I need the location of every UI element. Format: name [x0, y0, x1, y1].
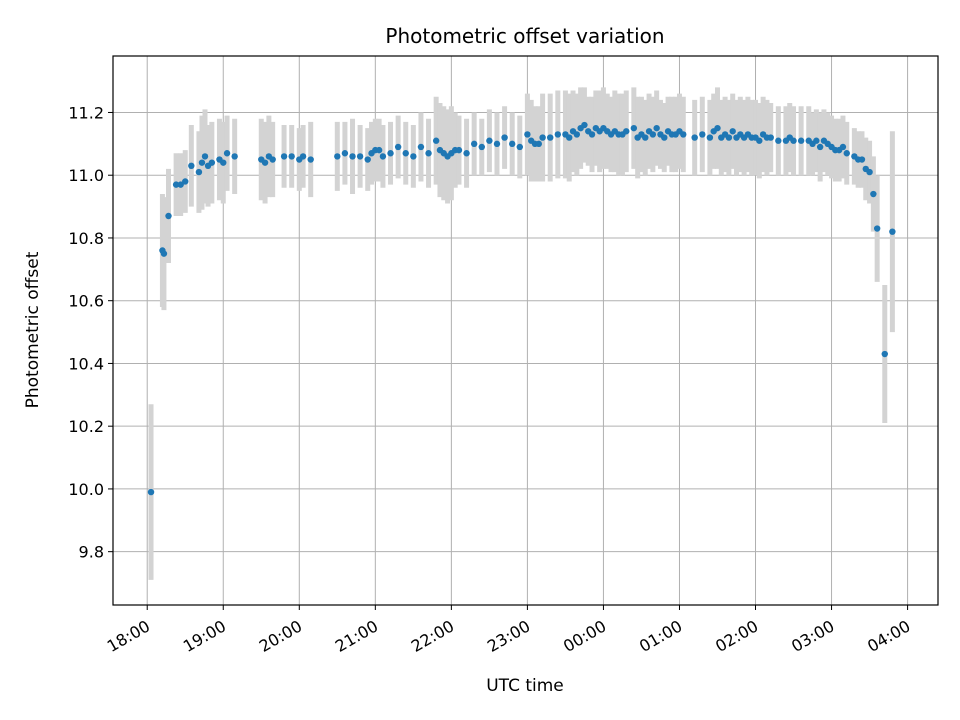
x-axis-title: UTC time: [486, 676, 564, 696]
data-point: [165, 212, 172, 220]
data-point: [649, 131, 657, 138]
data-point: [775, 137, 782, 144]
data-point: [539, 134, 546, 141]
data-point: [349, 153, 356, 160]
data-point: [334, 153, 341, 160]
data-point: [261, 159, 269, 166]
data-point: [870, 190, 877, 198]
data-point: [432, 137, 440, 144]
data-point: [813, 137, 820, 144]
data-point: [767, 134, 774, 141]
data-point: [547, 134, 554, 141]
y-tick-label: 9.8: [79, 543, 104, 562]
data-point: [172, 181, 180, 188]
data-point: [790, 137, 797, 144]
y-tick-label: 11.0: [68, 166, 104, 185]
data-point: [220, 159, 227, 166]
data-point: [299, 153, 307, 160]
data-point: [341, 150, 349, 157]
data-point: [188, 162, 195, 169]
data-point: [198, 159, 206, 166]
data-point: [866, 168, 873, 176]
data-point: [280, 153, 288, 160]
data-point: [493, 140, 501, 148]
y-axis-title: Photometric offset: [23, 251, 43, 408]
data-point: [375, 146, 383, 154]
data-point: [516, 143, 523, 151]
data-point: [182, 178, 189, 185]
data-point: [455, 146, 463, 154]
chart-title: Photometric offset variation: [385, 24, 664, 48]
y-tick-label: 10.6: [68, 292, 104, 311]
data-point: [816, 143, 824, 151]
data-point: [756, 137, 763, 144]
data-point: [858, 156, 866, 163]
data-point: [379, 153, 387, 160]
data-point: [661, 134, 668, 141]
data-point: [524, 131, 531, 138]
plot-frame: [112, 55, 939, 606]
data-point: [223, 150, 231, 157]
data-point: [356, 153, 364, 160]
data-point: [889, 228, 896, 235]
data-point: [839, 143, 847, 151]
data-point: [269, 156, 276, 163]
data-point: [470, 140, 478, 148]
y-tick-label: 10.2: [68, 417, 104, 436]
y-tick-label: 10.4: [68, 354, 104, 373]
data-point: [147, 488, 155, 496]
data-point: [535, 140, 543, 148]
data-point: [843, 150, 850, 157]
data-point: [691, 134, 698, 141]
data-point: [307, 156, 314, 163]
data-point: [508, 140, 516, 148]
data-point: [177, 181, 184, 188]
data-point: [623, 128, 630, 135]
data-point: [714, 124, 721, 132]
data-point: [394, 143, 402, 151]
data-point: [402, 150, 409, 157]
data-point: [501, 134, 508, 141]
data-point: [573, 131, 581, 138]
data-point: [797, 137, 805, 144]
y-tick-label: 10.0: [68, 480, 104, 499]
data-point: [680, 131, 687, 138]
data-point: [160, 250, 168, 257]
data-point: [486, 137, 493, 144]
data-point: [208, 159, 216, 166]
data-point: [425, 150, 432, 157]
data-point: [463, 150, 470, 157]
data-point: [201, 153, 209, 160]
y-tick-label: 11.2: [68, 103, 104, 122]
data-point: [554, 131, 562, 138]
data-point: [231, 153, 238, 160]
y-tick-label: 10.8: [68, 229, 104, 248]
data-point: [642, 134, 649, 141]
data-point: [417, 143, 425, 151]
data-points: [147, 121, 896, 496]
data-point: [881, 350, 888, 358]
data-point: [364, 156, 371, 163]
data-point: [706, 134, 714, 141]
data-point: [288, 153, 295, 160]
data-point: [387, 150, 394, 157]
data-point: [195, 168, 203, 176]
data-point: [729, 128, 736, 135]
data-point: [588, 131, 596, 138]
data-point: [725, 134, 733, 141]
data-point: [410, 153, 417, 160]
data-point: [653, 124, 660, 132]
data-point: [630, 124, 638, 132]
data-point: [581, 121, 588, 129]
y-axis: 9.8 10.0 10.2 10.4 10.6 10.8 11.0 11.2: [68, 103, 113, 562]
data-point: [478, 143, 485, 151]
data-point: [873, 225, 881, 232]
data-point: [566, 134, 573, 141]
data-point: [699, 131, 706, 138]
